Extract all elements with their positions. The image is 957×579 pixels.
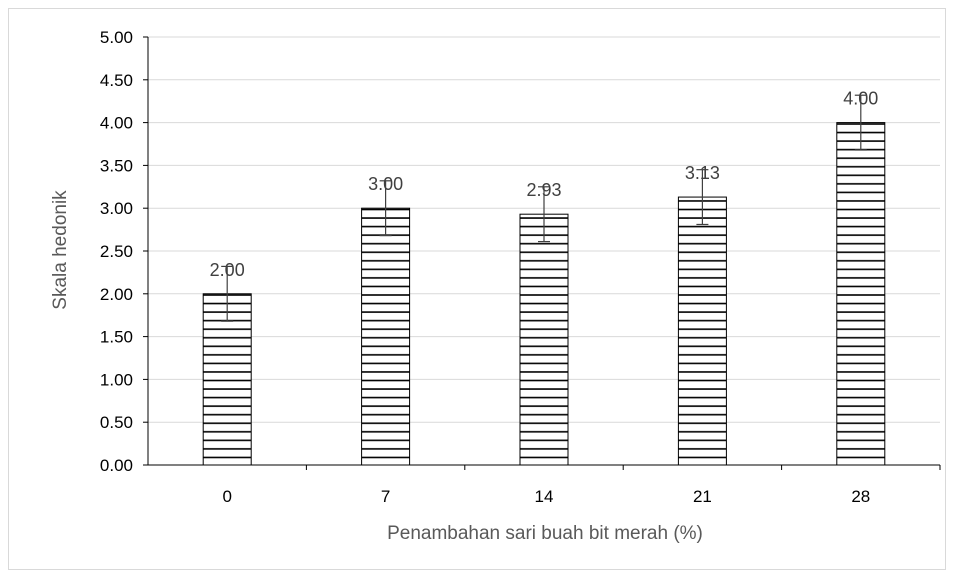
bar	[836, 122, 886, 466]
data-label: 2.93	[526, 180, 561, 200]
labels: 0.00 0.50 1.00 1.50 2.00 2.50 3.00 3.50 4.00 4.50…	[100, 28, 878, 506]
y-tick-label: 1.00	[100, 370, 133, 389]
y-tick-label: 4.50	[100, 71, 133, 90]
error-bar	[221, 265, 234, 322]
x-tick-label: 28	[851, 487, 870, 506]
y-tick-label: 5.00	[100, 28, 133, 47]
y-tick-label: 4.00	[100, 114, 133, 133]
gridlines	[148, 36, 940, 423]
x-tick-label: 0	[222, 487, 231, 506]
error-bar	[538, 186, 550, 243]
x-tick-label: 14	[535, 487, 554, 506]
x-tick-label: 21	[693, 487, 712, 506]
y-tick-label: 2.50	[100, 242, 133, 261]
bar	[361, 207, 411, 466]
data-label: 2.00	[210, 260, 245, 280]
data-label: 3.00	[368, 174, 403, 194]
y-tick-label: 1.50	[100, 328, 133, 347]
bar	[519, 213, 569, 466]
y-tick-label: 0.00	[100, 456, 133, 475]
data-label: 3.13	[685, 163, 720, 183]
y-axis-title: Skala hedonik	[50, 190, 71, 310]
y-tick-label: 2.00	[100, 285, 133, 304]
y-tick-label: 3.00	[100, 199, 133, 218]
error-bar	[696, 169, 709, 226]
error-bar	[854, 94, 867, 151]
x-axis-title: Penambahan sari buah bit merah (%)	[387, 523, 703, 544]
axes	[143, 36, 941, 470]
error-bar	[379, 180, 392, 237]
y-tick-label: 3.50	[100, 156, 133, 175]
x-tick-label: 7	[381, 487, 390, 506]
bar	[677, 196, 727, 466]
y-tick-label: 0.50	[100, 413, 133, 432]
data-label: 4.00	[843, 89, 878, 109]
bar	[202, 293, 252, 466]
chart-area	[8, 8, 946, 570]
